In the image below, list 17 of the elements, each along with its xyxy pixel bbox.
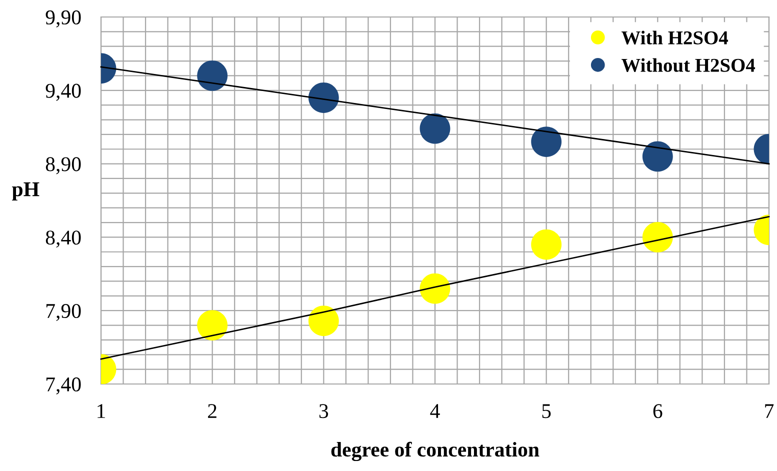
x-tick-label: 2 bbox=[208, 404, 216, 418]
x-tick-label: 4 bbox=[430, 404, 440, 418]
y-axis-title: pH bbox=[12, 182, 40, 200]
x-axis-title: degree of concentration bbox=[331, 442, 540, 462]
y-tick-label: 9,40 bbox=[46, 84, 81, 101]
x-tick-label: 5 bbox=[542, 404, 551, 418]
y-tick-label: 8,40 bbox=[46, 230, 81, 248]
y-tick-label: 7,40 bbox=[46, 377, 81, 394]
x-tick-label: 6 bbox=[653, 404, 662, 418]
x-tick-label: 3 bbox=[319, 404, 328, 418]
x-tick-label: 1 bbox=[98, 404, 105, 418]
y-tick-label: 9,90 bbox=[46, 10, 81, 28]
y-tick-label: 8,90 bbox=[46, 157, 81, 174]
x-tick-label: 7 bbox=[765, 404, 774, 418]
legend-label: With H2SO4 bbox=[621, 30, 728, 45]
legend-label: Without H2SO4 bbox=[621, 58, 756, 72]
y-tick-label: 7,90 bbox=[46, 304, 81, 322]
